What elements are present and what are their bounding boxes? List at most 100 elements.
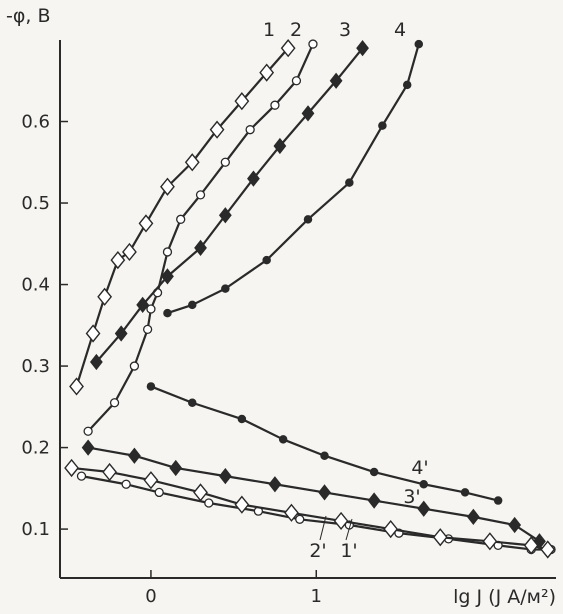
data-point-diamond [301,105,315,122]
curve-label: 3 [339,19,351,41]
data-point-diamond [97,287,113,306]
data-point-diamond [268,476,282,493]
series-1 [69,39,296,396]
data-point-open-circle [146,304,156,314]
data-point-diamond [367,492,381,509]
data-point-diamond [284,503,299,522]
data-point-filled-circle [303,215,313,224]
data-point-diamond [383,519,399,539]
y-tick-label: 0.2 [21,438,50,459]
data-point-diamond [318,484,331,501]
data-point-diamond [69,377,84,396]
data-point-filled-circle [163,308,172,318]
data-point-diamond [333,511,349,531]
curve-label: 3' [403,486,420,508]
data-point-diamond [508,516,522,534]
data-point-open-circle [308,39,318,49]
data-point-filled-circle [345,178,354,187]
curve-label: 2' [309,540,326,562]
curves [64,39,556,559]
data-point-open-circle [245,125,255,135]
data-point-diamond [89,353,103,371]
data-point-filled-circle [414,39,424,49]
data-point-diamond [160,177,175,196]
data-point-open-circle [291,76,302,86]
data-point-diamond [417,500,431,517]
data-point-open-circle [176,214,186,224]
y-axis-title: -φ, В [6,5,51,27]
curve-label: 4' [411,457,428,479]
x-axis-title: lg J (J А/м²) [453,586,556,608]
y-tick-label: 0.5 [21,193,50,214]
series-4 [163,39,424,318]
data-point-diamond [432,528,448,547]
data-point-diamond [273,137,287,155]
data-point-open-circle [129,361,140,371]
series-4-prime [146,382,503,505]
data-point-diamond [102,462,118,482]
series-3 [89,40,369,371]
data-point-filled-circle [146,382,156,391]
data-point-filled-circle [188,300,197,310]
data-point-diamond [540,540,556,559]
data-point-open-circle [83,426,93,436]
y-tick-label: 0.3 [21,356,50,377]
x-tick-label: 0 [145,586,156,607]
data-point-filled-circle [278,435,288,444]
data-point-diamond [136,296,150,314]
data-point-diamond [234,92,250,111]
data-point-diamond [482,532,498,551]
data-point-open-circle [109,398,120,408]
labels: -φ, Вlg J (J А/м²)1 2 3 44'3'2' 1' [6,5,556,608]
data-point-filled-circle [320,451,329,460]
data-point-diamond [122,242,137,262]
data-point-diamond [523,536,539,555]
data-point-diamond [114,325,128,342]
data-point-diamond [329,72,343,89]
data-point-diamond [143,471,159,490]
data-point-diamond [466,508,480,525]
series-1-prime [64,458,556,559]
data-point-diamond [280,39,296,58]
data-point-diamond [64,458,79,478]
data-point-open-circle [121,479,131,489]
data-point-open-circle [270,100,280,110]
data-point-diamond [209,120,225,139]
data-point-open-circle [295,514,305,524]
axes: 0.1 0.2 0.3 0.4 0.5 0.6 0 1 [21,40,556,607]
data-point-filled-circle [419,480,428,489]
data-point-filled-circle [378,121,387,130]
curve-label: 1' [340,540,357,562]
series-line [71,466,548,551]
y-tick-label: 0.4 [21,275,50,296]
data-point-diamond [169,459,183,477]
data-point-diamond [247,170,260,187]
y-tick-label: 0.6 [21,112,50,133]
data-point-diamond [234,495,250,514]
y-tick-label: 0.1 [21,519,50,540]
curve-label: 1 [263,19,275,41]
data-point-filled-circle [369,467,379,477]
data-point-diamond [85,324,101,343]
curve-label: 2 [290,19,302,41]
data-point-diamond [218,467,232,485]
data-point-open-circle [142,324,153,335]
data-point-diamond [259,63,275,82]
series-2 [83,39,318,436]
data-point-diamond [128,447,141,464]
data-point-open-circle [162,247,173,257]
data-point-diamond [356,40,369,57]
data-point-open-circle [76,471,87,481]
x-tick-label: 1 [311,586,322,607]
data-point-open-circle [220,157,230,167]
data-point-filled-circle [460,488,470,497]
leader-line [319,515,327,541]
data-point-diamond [110,250,126,270]
series-line [87,43,314,433]
data-point-open-circle [204,498,214,508]
data-point-diamond [161,268,174,285]
data-point-filled-circle [221,284,230,293]
curve-label: 4 [394,19,406,41]
data-point-filled-circle [402,80,412,90]
